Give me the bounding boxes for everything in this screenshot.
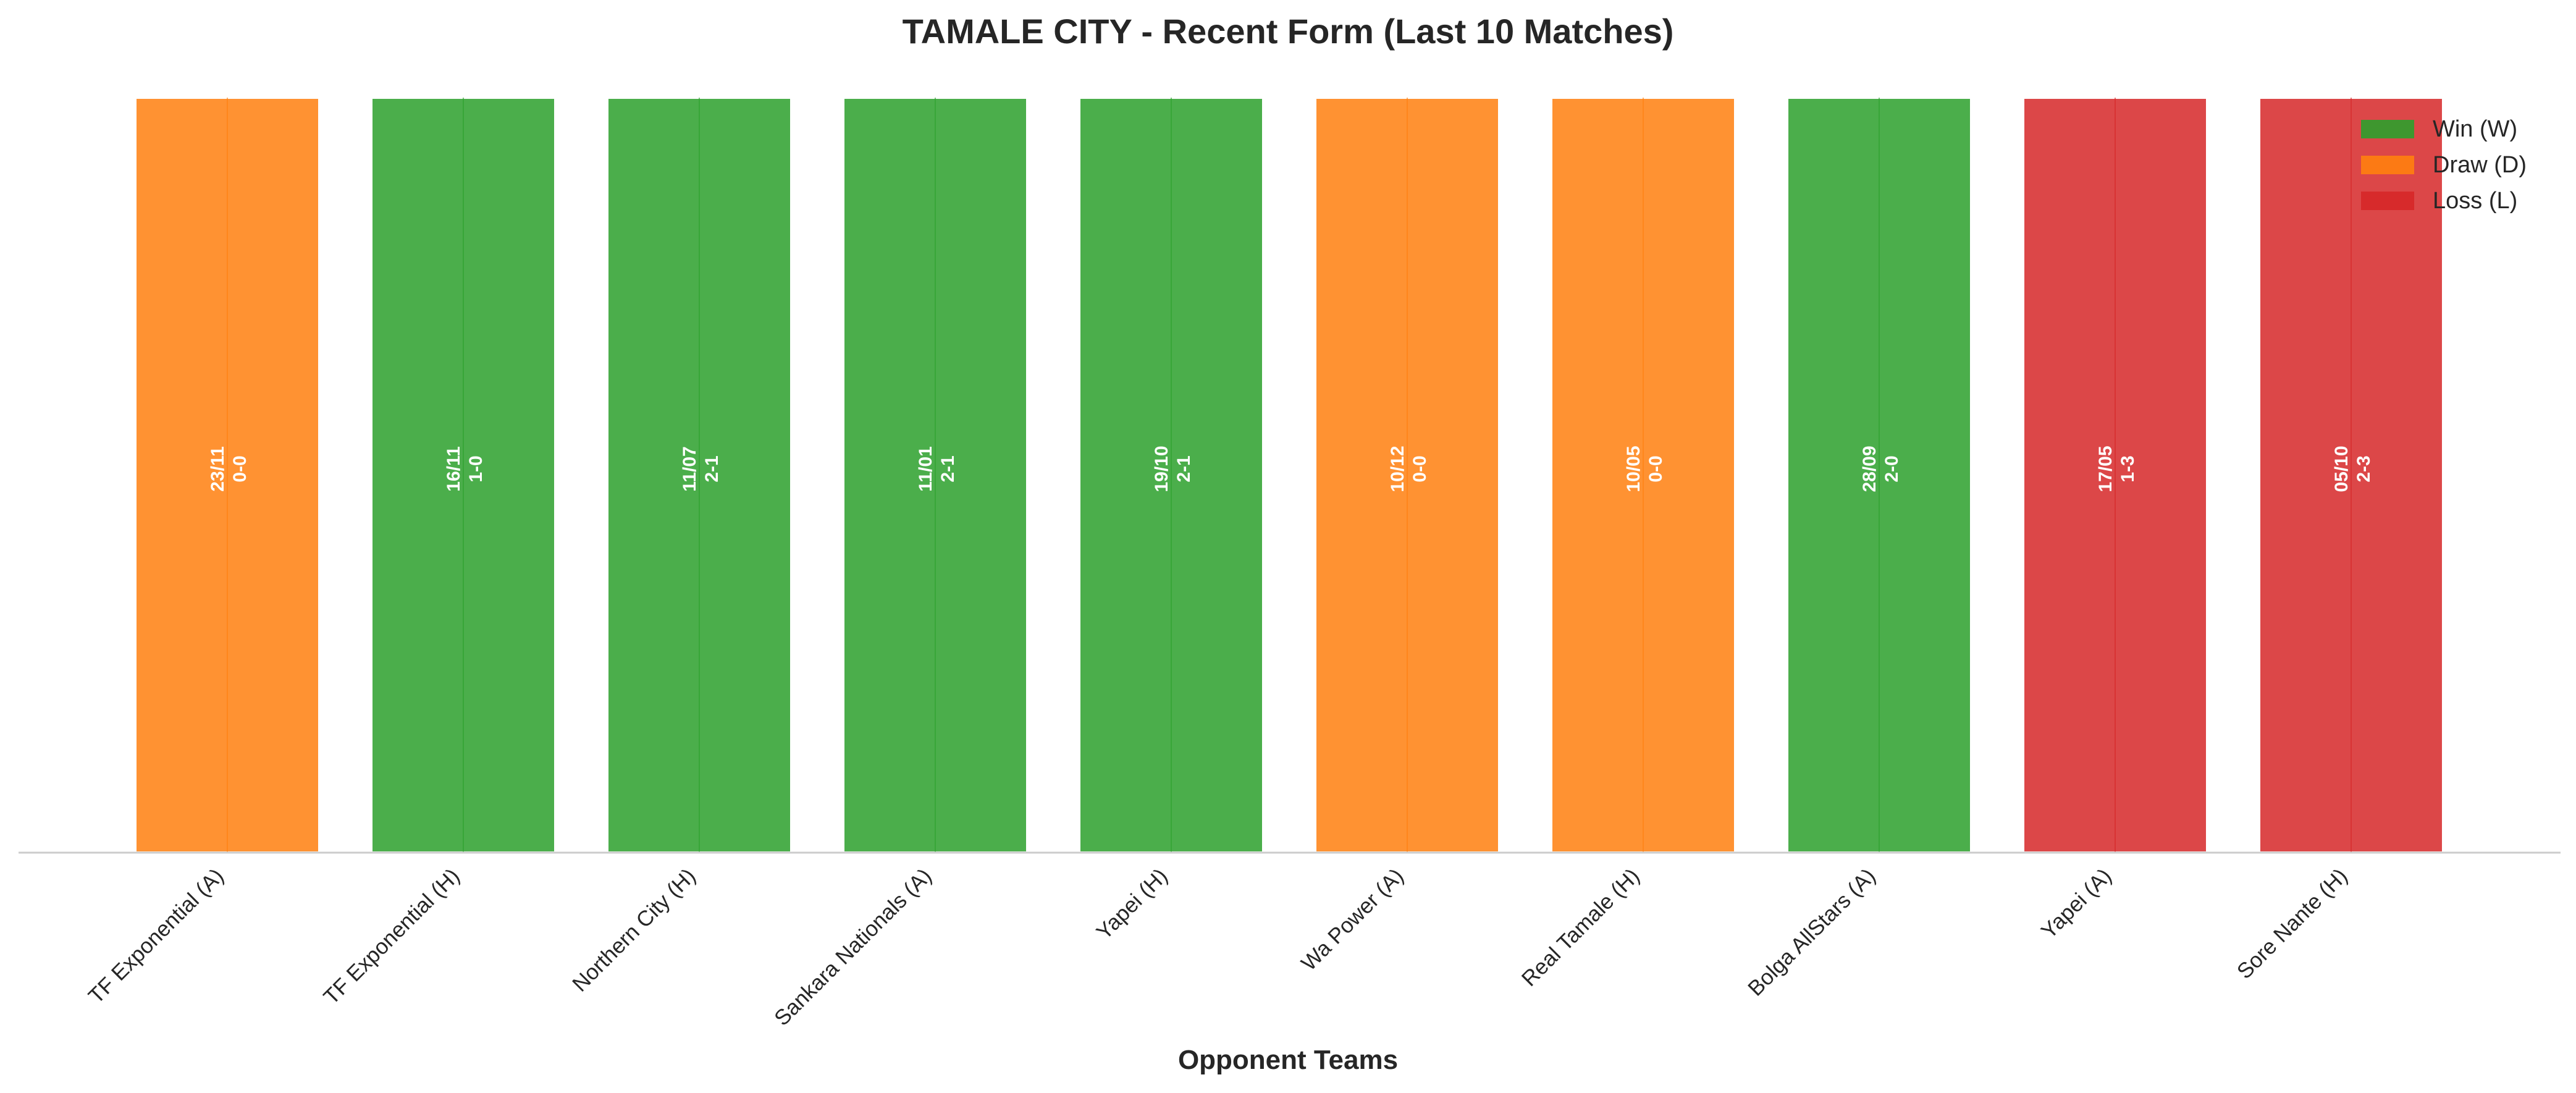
bar-score-label: 2-0 (1882, 455, 1902, 482)
x-tick-label: Northern City (H) (568, 864, 701, 997)
bar-date-label: 11/01 (915, 446, 936, 491)
legend-swatch-w (2361, 120, 2414, 138)
legend-swatch-d (2361, 156, 2414, 174)
bar-label-8: 28/09 2-0 (1859, 445, 1902, 492)
bar-score-label: 0-0 (1410, 455, 1430, 482)
bar-date-label: 17/05 (2095, 445, 2116, 492)
x-tick-label: Real Tamale (H) (1517, 864, 1644, 991)
bar-label-7: 10/05 0-0 (1623, 445, 1666, 492)
legend-label-w: Win (W) (2433, 116, 2517, 142)
bar-date-label: 23/11 (208, 446, 228, 491)
bar-label-6: 10/12 0-0 (1387, 445, 1430, 492)
bars-group (134, 96, 2444, 854)
x-tick-label: Sankara Nationals (A) (770, 864, 937, 1031)
bar-score-label: 2-3 (2354, 455, 2374, 482)
bar-score-label: 2-1 (938, 455, 958, 482)
x-tick-label: Yapei (H) (1092, 864, 1172, 944)
bar-label-1: 23/11 0-0 (208, 446, 250, 491)
x-axis-label: Opponent Teams (1178, 1045, 1398, 1075)
bar-date-label: 16/11 (444, 446, 464, 491)
bar-labels-group: 23/11 0-0 16/11 1-0 11/07 2-1 11/01 2-1 19/10 2-1… (208, 445, 2374, 492)
legend-swatch-l (2361, 192, 2414, 210)
chart-title: TAMALE CITY - Recent Form (Last 10 Match… (903, 12, 1674, 51)
bar-score-label: 0-0 (230, 455, 250, 482)
bar-date-label: 11/07 (680, 446, 700, 491)
bar-date-label: 10/05 (1623, 445, 1644, 492)
bar-date-label: 19/10 (1151, 445, 1172, 492)
bar-score-label: 1-0 (466, 455, 486, 482)
bar-date-label: 28/09 (1859, 445, 1880, 492)
x-tick-label: TF Exponential (H) (319, 864, 464, 1009)
bar-score-label: 0-0 (1646, 455, 1666, 482)
bar-label-9: 17/05 1-3 (2095, 445, 2138, 492)
x-tick-label: Bolga AllStars (A) (1743, 864, 1880, 1001)
legend-label-l: Loss (L) (2433, 188, 2517, 214)
x-tick-label: Wa Power (A) (1297, 864, 1408, 976)
x-tick-label: Yapei (A) (2037, 864, 2116, 943)
x-tick-label: Sore Nante (H) (2233, 864, 2352, 984)
x-tick-label: TF Exponential (A) (84, 864, 229, 1008)
bar-label-5: 19/10 2-1 (1151, 445, 1194, 492)
bar-label-10: 05/10 2-3 (2331, 445, 2374, 492)
legend-label-d: Draw (D) (2433, 152, 2527, 178)
bar-label-2: 16/11 1-0 (444, 446, 486, 491)
legend: Win (W) Draw (D) Loss (L) (2361, 116, 2527, 214)
bar-date-label: 10/12 (1387, 445, 1408, 492)
bar-score-label: 1-3 (2118, 455, 2138, 482)
bar-label-4: 11/01 2-1 (915, 446, 958, 491)
bar-score-label: 2-1 (702, 455, 722, 482)
x-tick-labels-group: TF Exponential (A) TF Exponential (H) Nort… (84, 864, 2352, 1031)
bar-date-label: 05/10 (2331, 445, 2352, 492)
bar-label-3: 11/07 2-1 (680, 446, 722, 491)
bar-score-label: 2-1 (1174, 455, 1194, 482)
